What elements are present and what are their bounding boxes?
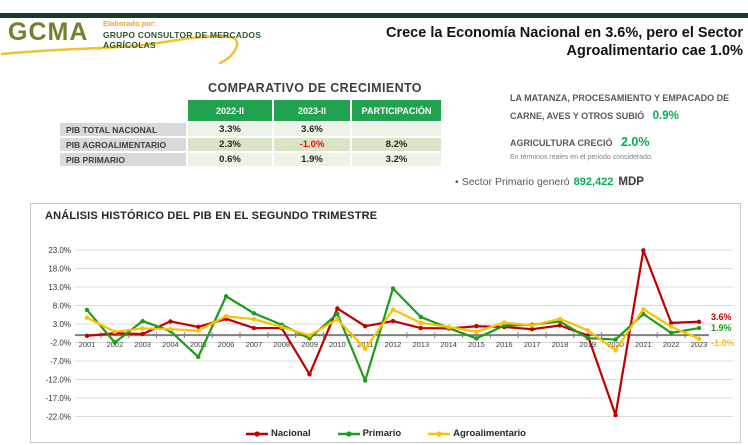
svg-text:2011: 2011 [357,340,373,349]
logo-tagline: Elaborado por: [103,19,157,28]
table-cell-agro-2022: 2.3% [188,138,272,151]
svg-text:2019: 2019 [579,340,596,349]
svg-text:2015: 2015 [468,340,485,349]
svg-text:2008: 2008 [273,340,290,349]
legend-item-agroalimentario: Agroalimentario [427,428,526,439]
chart-title: ANÁLISIS HISTÓRICO DEL PIB EN EL SEGUNDO… [45,210,378,222]
table-header-participacion: PARTICIPACIÓN [352,100,441,121]
table-corner-cell [60,100,186,121]
logo-text: Elaborado por: GRUPO CONSULTOR DE MERCAD… [103,19,280,50]
svg-text:2023: 2023 [691,340,708,349]
legend-label-primario: Primario [362,428,402,439]
svg-text:-7.0%: -7.0% [50,357,71,366]
svg-text:23.0%: 23.0% [48,246,71,255]
highlight-agricultura-text: AGRICULTURA CRECIÓ [510,138,613,148]
gcma-logo: GCMA . Elaborado por: GRUPO CONSULTOR DE… [0,16,280,65]
legend-marker-primario-icon [337,430,360,437]
svg-text:2021: 2021 [635,340,652,349]
chart-legend: Nacional Primario Agroalimentario [31,428,740,439]
svg-text:8.0%: 8.0% [53,302,71,311]
table-cell-agro-2023: -1.0% [274,138,350,151]
highlight-matanza: LA MATANZA, PROCESAMIENTO Y EMPACADO DE … [510,88,748,124]
svg-text:2014: 2014 [440,340,457,349]
page-title-line-1: Crece la Economía Nacional en 3.6%, pero… [386,25,743,41]
highlight-agricultura-value: 2.0% [620,135,650,149]
bullet-icon: • [455,176,459,188]
svg-text:-1.0%: -1.0% [711,338,735,348]
svg-text:-12.0%: -12.0% [46,376,71,385]
sector-primario-value: 892,422 [573,176,614,188]
table-cell-primario-2022: 0.6% [188,153,272,166]
table-cell-nacional-2023: 3.6% [274,123,350,136]
svg-text:2018: 2018 [552,340,569,349]
table-row-label-agroalimentario: PIB AGROALIMENTARIO [60,138,186,151]
highlight-matanza-text: LA MATANZA, PROCESAMIENTO Y EMPACADO DE … [510,93,730,121]
table-cell-agro-part: 8.2% [352,138,441,151]
comparison-table: 2022-II 2023-II PARTICIPACIÓN PIB TOTAL … [60,100,441,166]
table-cell-primario-2023: 1.9% [274,153,350,166]
svg-text:2020: 2020 [607,340,624,349]
svg-text:2001: 2001 [79,340,96,349]
sector-primario-unit: MDP [618,176,644,188]
svg-text:2010: 2010 [329,340,346,349]
sector-primario-text: Sector Primario generó [461,176,570,188]
historical-chart-panel: ANÁLISIS HISTÓRICO DEL PIB EN EL SEGUNDO… [30,203,741,443]
svg-text:13.0%: 13.0% [48,283,71,292]
svg-text:2004: 2004 [162,340,179,349]
svg-text:2017: 2017 [524,340,541,349]
legend-item-primario: Primario [337,428,402,439]
svg-text:1.9%: 1.9% [711,323,732,333]
svg-text:2012: 2012 [385,340,402,349]
page-title: Crece la Economía Nacional en 3.6%, pero… [323,24,743,60]
legend-label-agroalimentario: Agroalimentario [453,428,526,439]
legend-label-nacional: Nacional [270,428,311,439]
highlight-agricultura: AGRICULTURA CRECIÓ 2.0% [510,133,748,151]
comparison-table-title: COMPARATIVO DE CRECIMIENTO [208,81,422,95]
svg-text:2013: 2013 [412,340,429,349]
page-title-line-2: Agroalimentario cae 1.0% [566,43,744,59]
logo-swoosh-icon [0,34,239,65]
svg-text:-2.0%: -2.0% [50,339,71,348]
svg-text:2005: 2005 [190,340,207,349]
svg-text:18.0%: 18.0% [48,265,71,274]
table-cell-nacional-2022: 3.3% [188,123,272,136]
logo-dot: . [96,30,103,55]
logo-company: GRUPO CONSULTOR DE MERCADOS AGRÍCOLAS [103,30,262,50]
sector-primario-line: • Sector Primario generó 892,422 MDP [455,176,745,188]
svg-text:3.0%: 3.0% [53,320,71,329]
table-cell-primario-part: 3.2% [352,153,441,166]
svg-text:2009: 2009 [301,340,318,349]
table-cell-nacional-part [352,123,441,136]
svg-text:2006: 2006 [218,340,235,349]
pib-line-chart: 23.0% 18.0% 13.0% 8.0% 3.0% -2.0% -7.0% -12.0% -… [46,246,735,422]
table-row-label-primario: PIB PRIMARIO [60,153,186,166]
svg-text:2007: 2007 [246,340,263,349]
table-header-2023: 2023-II [274,100,350,121]
table-row-label-nacional: PIB TOTAL NACIONAL [60,123,186,136]
legend-marker-nacional-icon [245,430,268,437]
table-header-2022: 2022-II [188,100,272,121]
highlight-footnote: En términos reales en el periodo conside… [510,154,653,161]
svg-text:2003: 2003 [134,340,151,349]
svg-text:-17.0%: -17.0% [46,394,71,403]
legend-marker-agroalimentario-icon [428,430,451,437]
svg-text:2016: 2016 [496,340,513,349]
svg-text:2022: 2022 [663,340,680,349]
legend-item-nacional: Nacional [245,428,311,439]
svg-text:3.6%: 3.6% [711,312,732,322]
logo-acronym: GCMA [8,18,89,46]
header-bar [0,13,748,18]
highlight-matanza-value: 0.9% [652,110,679,122]
svg-text:-22.0%: -22.0% [46,413,71,422]
highlights-panel: LA MATANZA, PROCESAMIENTO Y EMPACADO DE … [510,88,748,161]
